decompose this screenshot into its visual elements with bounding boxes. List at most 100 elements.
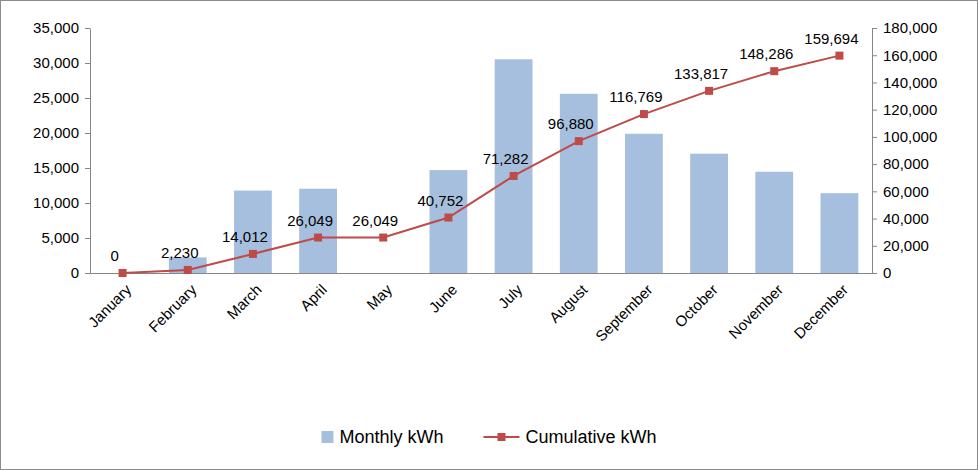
tick-label: 100,000 [883, 128, 937, 145]
tick: December [790, 281, 851, 342]
tick: May [363, 280, 395, 312]
bar [755, 172, 793, 273]
marker [705, 87, 713, 95]
tick-label: 180,000 [883, 19, 937, 36]
tick: 100,000 [872, 128, 937, 145]
data-label: 40,752 [417, 192, 463, 209]
tick: 0 [872, 264, 891, 281]
tick: 180,000 [872, 19, 937, 36]
marker [444, 214, 452, 222]
tick: January [85, 280, 135, 330]
tick: February [145, 280, 200, 335]
tick-label: 20,000 [33, 124, 79, 141]
bar-series [169, 59, 858, 273]
tick: 5,000 [41, 229, 90, 246]
tick-mark [85, 98, 90, 99]
tick-label: 160,000 [883, 47, 937, 64]
category-label: September [592, 281, 656, 345]
tick-mark [85, 63, 90, 64]
tick-mark [872, 110, 877, 111]
tick-label: 35,000 [33, 19, 79, 36]
tick-label: 140,000 [883, 74, 937, 91]
tick: June [425, 281, 460, 316]
category-label: March [223, 281, 264, 322]
tick-mark [872, 137, 877, 138]
chart: 0 5,000 10,000 15,000 20,000 25,000 30,000 35,0… [0, 0, 978, 470]
data-label: 159,694 [804, 30, 858, 47]
tick-label: 40,000 [883, 210, 929, 227]
tick: 20,000 [872, 237, 929, 254]
tick: October [671, 281, 721, 331]
tick: 80,000 [872, 155, 929, 172]
category-label: April [297, 281, 330, 314]
marker [510, 172, 518, 180]
tick-mark [872, 55, 877, 56]
tick: 25,000 [33, 89, 90, 106]
tick-mark [872, 246, 877, 247]
tick: April [297, 281, 330, 314]
tick-mark [85, 238, 90, 239]
tick: 140,000 [872, 74, 937, 91]
legend-marker [497, 433, 505, 441]
tick: 120,000 [872, 101, 937, 118]
category-label: June [425, 281, 460, 316]
tick-mark [872, 28, 877, 29]
marker [770, 67, 778, 75]
category-label: December [790, 281, 851, 342]
chart-frame [1, 1, 978, 470]
tick-label: 80,000 [883, 155, 929, 172]
tick-label: 5,000 [41, 229, 79, 246]
bar [299, 189, 337, 273]
legend-label: Monthly kWh [339, 427, 443, 447]
line [123, 56, 840, 273]
tick: 60,000 [872, 183, 929, 200]
data-label: 96,880 [548, 115, 594, 132]
axis-line [90, 29, 91, 274]
tick-mark [872, 82, 877, 83]
data-label: 71,282 [483, 150, 529, 167]
bar [625, 134, 663, 273]
category-label: July [495, 280, 526, 311]
markers [119, 52, 844, 277]
category-label: February [145, 280, 200, 335]
tick: 40,000 [872, 210, 929, 227]
bar [821, 193, 859, 273]
tick-label: 60,000 [883, 183, 929, 200]
legend-label: Cumulative kWh [525, 427, 656, 447]
bar [690, 154, 728, 273]
tick: 10,000 [33, 194, 90, 211]
legend-item: Cumulative kWh [483, 427, 656, 447]
tick: 0 [71, 264, 90, 281]
data-label: 116,769 [609, 88, 662, 105]
tick-mark [872, 219, 877, 220]
tick-label: 0 [71, 264, 79, 281]
marker [640, 110, 648, 118]
legend: Monthly kWh Cumulative kWh [321, 427, 656, 447]
x-axis: JanuaryFebruaryMarchAprilMayJuneJulyAugu… [85, 274, 873, 345]
tick: 20,000 [33, 124, 90, 141]
tick-label: 25,000 [33, 89, 79, 106]
tick-mark [872, 164, 877, 165]
data-labels: 02,23014,01226,04926,04940,75271,28296,8… [110, 30, 858, 264]
y2-axis: 0 20,000 40,000 60,000 80,000 100,000 120,000 1… [872, 19, 937, 281]
legend-item: Monthly kWh [321, 427, 443, 447]
tick-label: 20,000 [883, 237, 929, 254]
category-label: October [671, 281, 721, 331]
marker [119, 269, 127, 277]
marker [575, 137, 583, 145]
tick-mark [85, 133, 90, 134]
bar [364, 273, 402, 274]
tick-mark [872, 273, 877, 274]
marker [184, 266, 192, 274]
axis-line [91, 273, 873, 274]
tick-label: 15,000 [33, 159, 79, 176]
tick: July [495, 280, 526, 311]
data-label: 0 [110, 247, 118, 264]
tick-label: 30,000 [33, 54, 79, 71]
marker [314, 234, 322, 242]
data-label: 133,817 [674, 65, 728, 82]
tick-mark [85, 28, 90, 29]
tick-mark [85, 168, 90, 169]
tick: 160,000 [872, 47, 937, 64]
marker [835, 52, 843, 60]
